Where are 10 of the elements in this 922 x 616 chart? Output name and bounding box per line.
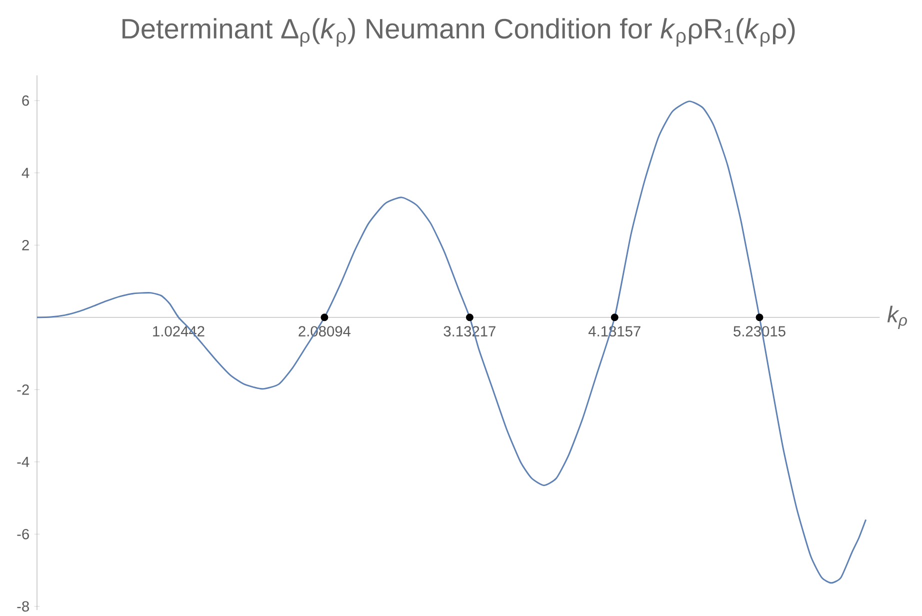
y-tick-label: 4	[22, 168, 30, 178]
y-tick-label: -2	[17, 384, 29, 395]
y-tick-label: 2	[22, 240, 29, 250]
y-tick-label: -4	[17, 456, 30, 467]
y-tick-label: -6	[17, 528, 29, 540]
y-tick-label: 6	[22, 95, 29, 106]
x-axis-title: k$_{ρ}$	[887, 306, 907, 329]
line-series	[36, 100, 867, 584]
y-tick-label: -8	[17, 601, 29, 612]
chart-title: Determinant Δ$_{ρ}$(k$_{ρ}$) Neumann Condition for k$_{ρ}$ρR$_{1}$(k$_{ρ}$ρ)	[122, 18, 795, 47]
